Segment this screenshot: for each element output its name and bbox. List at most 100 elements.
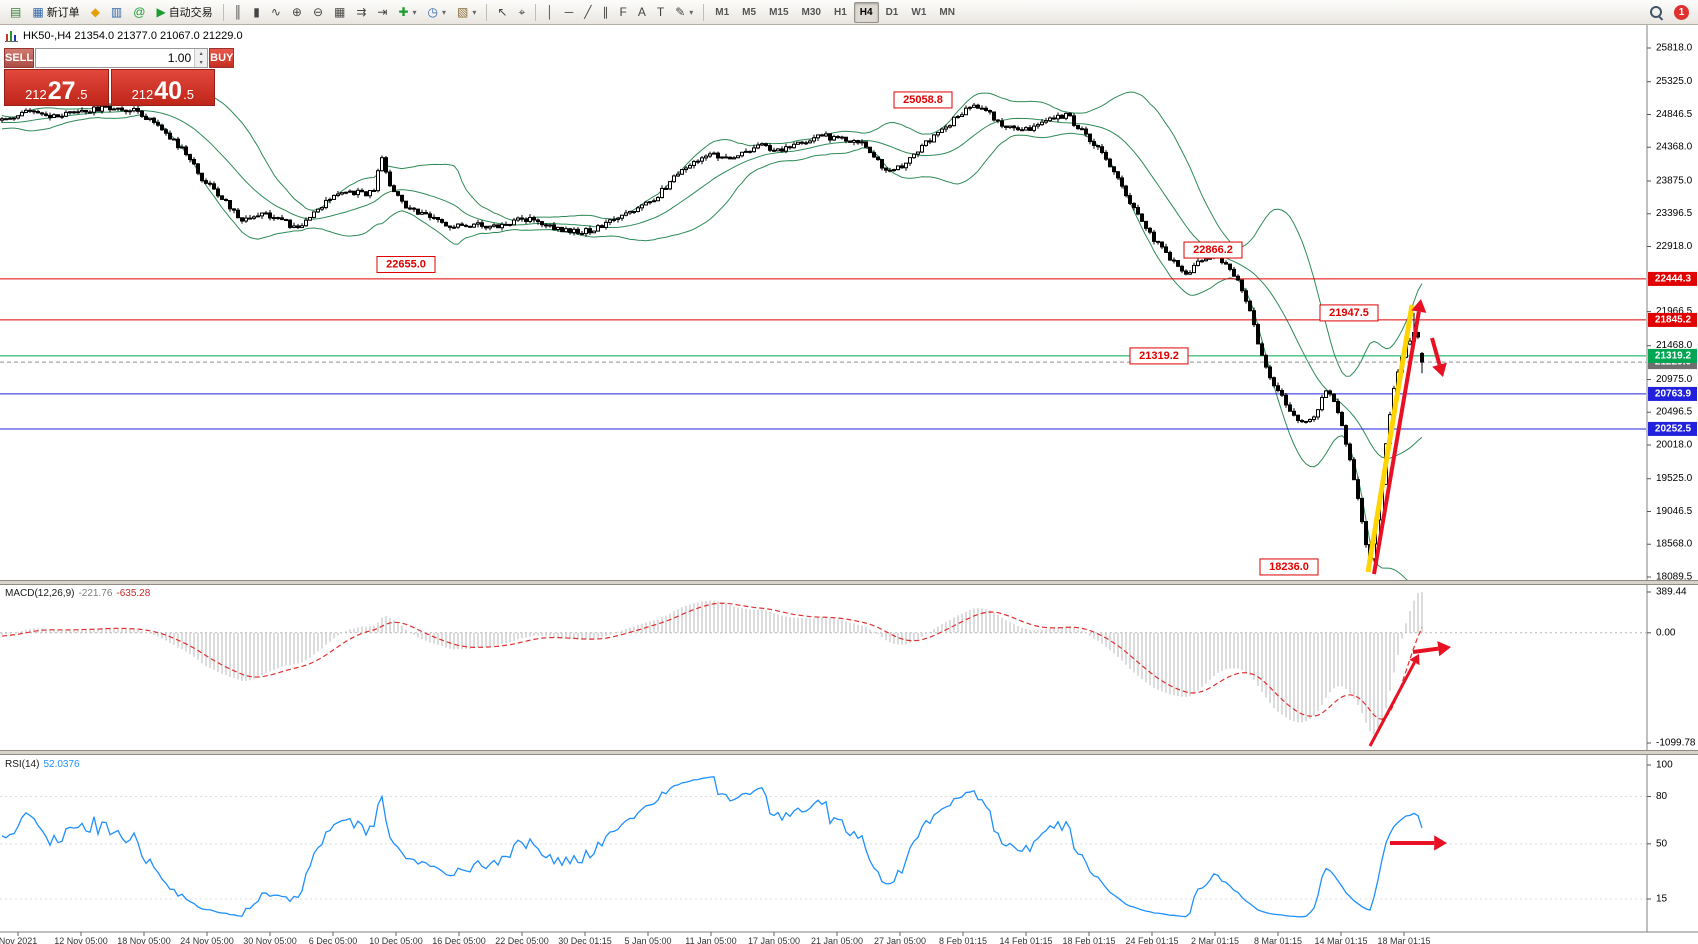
arrow-annotation[interactable]: [1372, 311, 1421, 575]
timeframe-m5-button[interactable]: M5: [742, 6, 757, 18]
svg-text:16 Dec 05:00: 16 Dec 05:00: [432, 936, 486, 944]
horizontal-line-button[interactable]: ─: [560, 2, 579, 23]
price-axis-badge: [1648, 421, 1697, 436]
svg-text:11 Jan 05:00: 11 Jan 05:00: [685, 936, 736, 944]
buy-price-frac: .5: [183, 87, 194, 102]
new-order-button[interactable]: ▦ 新订单: [27, 2, 84, 23]
svg-text:20975.0: 20975.0: [1656, 374, 1693, 385]
crosshair-button[interactable]: ⌖: [513, 2, 530, 23]
svg-text:10 Dec 05:00: 10 Dec 05:00: [369, 936, 423, 944]
price-axis-badge: [1648, 348, 1697, 363]
price-label-annotation[interactable]: [1183, 241, 1243, 259]
vertical-line-button[interactable]: │: [541, 2, 559, 23]
trendline-button[interactable]: ╱: [579, 2, 596, 23]
new-chart-icon: ▤: [10, 5, 22, 19]
buy-button[interactable]: BUY: [209, 48, 235, 68]
data-window-button[interactable]: ▥: [106, 2, 127, 23]
fibonacci-button[interactable]: F: [614, 2, 631, 23]
candlesticks: [0, 103, 1424, 567]
timeframe-m30-button[interactable]: M30: [801, 6, 821, 18]
buy-price-button[interactable]: 212 40.5: [110, 69, 215, 106]
rsi-indicator-label: RSI(14) 52.0376: [5, 759, 80, 770]
svg-text:22655.0: 22655.0: [386, 258, 426, 270]
lot-decrease-button[interactable]: ▾: [195, 58, 208, 67]
chart-shift-button[interactable]: ⇥: [372, 2, 392, 23]
svg-text:0.00: 0.00: [1656, 627, 1676, 638]
channel-button[interactable]: ∥: [597, 2, 613, 23]
candlestick-mode-icon: ▮: [253, 5, 260, 19]
autoscroll-button[interactable]: ⇉: [351, 2, 371, 23]
svg-text:24368.0: 24368.0: [1656, 142, 1693, 153]
timeframe-m15-button[interactable]: M15: [769, 6, 789, 18]
panel-splitter-chart-macd[interactable]: [0, 580, 1698, 585]
label-button[interactable]: T: [652, 2, 669, 23]
lot-size-input[interactable]: [36, 49, 195, 67]
autotrade-button[interactable]: ▶ 自动交易: [151, 2, 217, 23]
rsi-line: [1, 776, 1423, 918]
price-label-annotation[interactable]: [1129, 347, 1189, 365]
chart-shift-icon: ⇥: [377, 5, 388, 19]
trend-line-annotation[interactable]: [1365, 304, 1415, 573]
toolbar-separator: [535, 3, 537, 21]
svg-text:21468.0: 21468.0: [1656, 340, 1693, 351]
svg-text:21319.2: 21319.2: [1139, 350, 1179, 362]
arrow-annotation[interactable]: [1430, 337, 1442, 366]
cursor-button[interactable]: ↖: [492, 2, 512, 23]
tile-windows-button[interactable]: ▦: [329, 2, 350, 23]
svg-text:22444.3: 22444.3: [1655, 273, 1692, 284]
new-chart-button[interactable]: ▤: [5, 2, 26, 23]
timeframe-w1-button[interactable]: W1: [911, 6, 927, 18]
price-label-annotation[interactable]: [376, 255, 436, 273]
data-window-icon: ▥: [110, 5, 123, 19]
arrow-annotation[interactable]: [1368, 661, 1416, 747]
svg-text:19525.0: 19525.0: [1656, 473, 1693, 484]
bar-chart-mode-button[interactable]: ║: [229, 2, 248, 23]
sell-button[interactable]: SELL: [4, 48, 35, 68]
macd-main-value: -221.76: [78, 588, 113, 599]
channel-icon: ∥: [602, 5, 609, 19]
notifications-badge[interactable]: 1: [1674, 4, 1689, 20]
timeframe-h4-button[interactable]: H4: [853, 1, 879, 23]
bar-chart-mode-icon: ║: [233, 5, 243, 19]
price-label-annotation[interactable]: [1319, 304, 1379, 322]
candlestick-mode-button[interactable]: ▮: [248, 2, 265, 23]
template-menu-button[interactable]: ▧ ▾: [452, 2, 481, 23]
search-button[interactable]: [1643, 2, 1669, 23]
timeframe-h1-button[interactable]: H1: [833, 6, 847, 18]
caret-down-icon: ▾: [412, 7, 417, 17]
text-button[interactable]: A: [633, 2, 651, 23]
period-menu-button[interactable]: ◷ ▾: [423, 2, 452, 23]
arrow-annotation[interactable]: [1412, 646, 1439, 654]
svg-text:18 Mar 01:15: 18 Mar 01:15: [1377, 936, 1430, 944]
price-axis-badge: [1648, 312, 1697, 327]
buy-price-big: 40: [154, 77, 183, 105]
timeframe-d1-button[interactable]: D1: [885, 6, 899, 18]
svg-text:21966.5: 21966.5: [1656, 306, 1693, 317]
svg-text:5 Jan 05:00: 5 Jan 05:00: [624, 936, 671, 944]
zoom-in-button[interactable]: ⊕: [287, 2, 307, 23]
line-chart-mode-button[interactable]: ∿: [266, 2, 286, 23]
svg-text:-1099.78: -1099.78: [1656, 738, 1696, 749]
lot-increase-button[interactable]: ▴: [195, 49, 208, 58]
svg-text:389.44: 389.44: [1656, 587, 1687, 598]
svg-text:25818.0: 25818.0: [1656, 43, 1693, 54]
chart-window-icon: [5, 30, 18, 42]
timeframe-m1-button[interactable]: M1: [715, 6, 730, 18]
community-button[interactable]: @: [128, 2, 150, 23]
price-label-annotation[interactable]: [893, 91, 953, 109]
objects-button[interactable]: ✎ ▾: [670, 2, 698, 23]
toolbar-separator: [703, 3, 705, 21]
wizard-button[interactable]: ◆: [86, 2, 105, 23]
add-indicator-button[interactable]: ✚ ▾: [393, 2, 421, 23]
timeframe-mn-button[interactable]: MN: [939, 6, 955, 18]
svg-text:30 Dec 01:15: 30 Dec 01:15: [558, 936, 612, 944]
svg-text:17 Jan 05:00: 17 Jan 05:00: [748, 936, 800, 944]
zoom-out-button[interactable]: ⊖: [308, 2, 328, 23]
lot-size-field: ▴ ▾: [35, 48, 209, 68]
svg-text:25325.0: 25325.0: [1656, 76, 1693, 87]
price-label-annotation[interactable]: [1259, 558, 1319, 576]
sell-price-button[interactable]: 212 27.5: [4, 69, 109, 106]
panel-splitter-macd-rsi[interactable]: [0, 750, 1698, 755]
svg-text:12 Nov 05:00: 12 Nov 05:00: [54, 936, 108, 944]
price-label-annotations: 22655.0 25058.8 22866.2 21947.5 21319.2 18236…: [376, 91, 1379, 576]
